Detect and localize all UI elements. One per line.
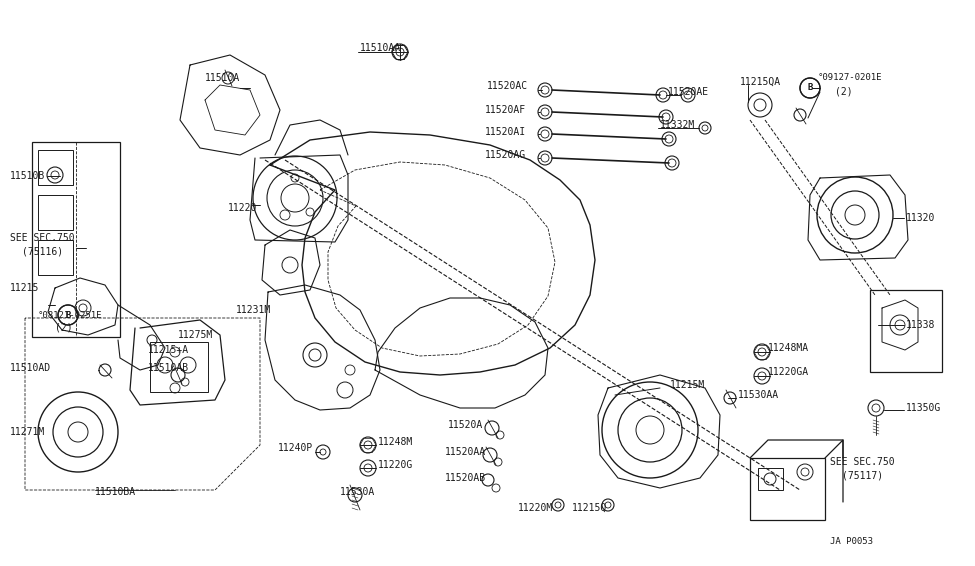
Text: 11215: 11215 [10, 283, 39, 293]
Text: 11510AB: 11510AB [148, 363, 189, 373]
Text: 11510AD: 11510AD [10, 363, 51, 373]
Text: 11271M: 11271M [10, 427, 45, 437]
Text: SEE SEC.750: SEE SEC.750 [830, 457, 895, 467]
Text: (2): (2) [55, 323, 72, 333]
Text: JA P0053: JA P0053 [830, 538, 873, 547]
Text: B: B [807, 84, 813, 92]
Text: 11520AC: 11520AC [487, 81, 528, 91]
Text: 11220: 11220 [228, 203, 257, 213]
Text: 11220GA: 11220GA [768, 367, 809, 377]
Text: B: B [65, 311, 70, 319]
Text: B: B [807, 84, 812, 92]
Text: 11332M: 11332M [660, 120, 695, 130]
Text: 11520AI: 11520AI [485, 127, 526, 137]
Text: 11275M: 11275M [178, 330, 214, 340]
Text: 11231M: 11231M [236, 305, 271, 315]
Text: 11248M: 11248M [378, 437, 413, 447]
Text: 11520AE: 11520AE [668, 87, 709, 97]
Text: 11215+A: 11215+A [148, 345, 189, 355]
Text: 11350G: 11350G [906, 403, 941, 413]
Bar [150, 342, 208, 392]
Bar [750, 458, 825, 520]
Text: 11520AA: 11520AA [445, 447, 487, 457]
Text: 11520A: 11520A [448, 420, 484, 430]
Text: 11510AA: 11510AA [360, 43, 401, 53]
Text: 11520AG: 11520AG [485, 150, 526, 160]
Bar [38, 195, 73, 230]
Text: 11215QA: 11215QA [740, 77, 781, 87]
Text: (75117): (75117) [842, 471, 883, 481]
Text: 11530A: 11530A [340, 487, 375, 497]
Text: °09127-0201E: °09127-0201E [818, 74, 882, 83]
Text: 11220M: 11220M [518, 503, 553, 513]
Bar [870, 290, 942, 372]
Text: 11530AA: 11530AA [738, 390, 779, 400]
Text: 11215Q: 11215Q [572, 503, 607, 513]
Bar [758, 468, 783, 490]
Text: 11240P: 11240P [278, 443, 313, 453]
Text: 11215M: 11215M [670, 380, 705, 390]
Text: 11510B: 11510B [10, 171, 45, 181]
Text: (2): (2) [835, 87, 852, 97]
Text: 11510BA: 11510BA [95, 487, 136, 497]
Text: 11520AF: 11520AF [485, 105, 526, 115]
Text: 11248MA: 11248MA [768, 343, 809, 353]
Text: 11220G: 11220G [378, 460, 413, 470]
Text: SEE SEC.750: SEE SEC.750 [10, 233, 75, 243]
Text: 11338: 11338 [906, 320, 935, 330]
Text: B: B [65, 311, 70, 319]
Bar [38, 150, 73, 185]
Bar [32, 142, 120, 337]
Text: °08121-0251E: °08121-0251E [38, 311, 102, 319]
Text: (75116): (75116) [22, 247, 63, 257]
Bar [38, 240, 73, 275]
Text: 11320: 11320 [906, 213, 935, 223]
Text: 11520AB: 11520AB [445, 473, 487, 483]
Text: 11510A: 11510A [205, 73, 240, 83]
